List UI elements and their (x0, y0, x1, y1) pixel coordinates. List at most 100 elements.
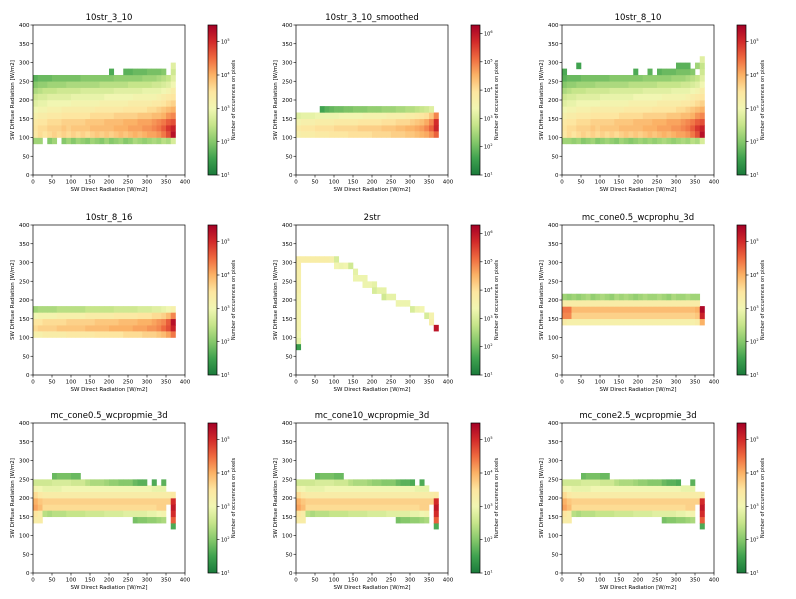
heatmap-cell (685, 106, 691, 113)
heatmap-cell (638, 118, 644, 126)
heatmap-cell (99, 81, 105, 88)
heatmap-cell (338, 491, 344, 499)
heatmap-cell (671, 479, 677, 486)
heatmap-cell (571, 485, 577, 492)
heatmap-cell (142, 131, 148, 138)
heatmap-cell (80, 74, 86, 82)
heatmap-cell (647, 510, 653, 518)
heatmap-cell (37, 124, 43, 132)
heatmap-cell (319, 479, 325, 486)
heatmap-cell (581, 87, 587, 94)
heatmap-cell (329, 491, 335, 499)
heatmap-cell (80, 87, 86, 94)
heatmap-cell (680, 485, 686, 492)
heatmap-cell (80, 112, 86, 120)
heatmap-cell (376, 485, 382, 492)
heatmap-cell (71, 124, 77, 132)
heatmap-cell (94, 93, 100, 101)
heatmap-cell (690, 68, 696, 76)
heatmap-cell (647, 124, 653, 132)
heatmap-cell (161, 498, 167, 505)
heatmap-cell (685, 87, 691, 94)
heatmap-cell (99, 510, 105, 518)
heatmap-cell (315, 510, 321, 518)
heatmap-cell (296, 331, 302, 338)
heatmap-cell (623, 300, 629, 307)
heatmap-cell (33, 491, 39, 499)
heatmap-cell (310, 504, 316, 511)
heatmap-cell (604, 118, 610, 126)
colorbar-label: Number of occurences on pixels (494, 59, 500, 140)
heatmap-cell (33, 498, 39, 505)
heatmap-cell (156, 306, 162, 313)
heatmap-cell (595, 118, 601, 126)
heatmap-cell (676, 510, 682, 518)
heatmap-cell (151, 93, 157, 101)
heatmap-cell (47, 331, 53, 338)
heatmap-cell (699, 106, 705, 113)
heatmap-cell (676, 293, 682, 301)
heatmap-cell (109, 87, 115, 94)
heatmap-cell (614, 131, 620, 138)
heatmap-cell (90, 331, 96, 338)
heatmap-cell (66, 472, 72, 480)
heatmap-cell (661, 498, 667, 505)
heatmap-cell (685, 312, 691, 320)
x-tick-label: 250 (386, 180, 397, 186)
heatmap-cell (142, 87, 148, 94)
colorbar-gradient (208, 423, 217, 573)
heatmap-cell (372, 485, 378, 492)
x-tick-label: 0 (294, 380, 298, 386)
heatmap-cell (166, 498, 172, 505)
heatmap-cell (690, 510, 696, 518)
heatmap-cell (170, 131, 176, 138)
y-tick-label: 400 (282, 421, 293, 427)
heatmap-cell (66, 100, 72, 107)
x-tick-label: 50 (578, 380, 585, 386)
heatmap-cell (113, 479, 119, 486)
heatmap-cell (571, 293, 577, 301)
heatmap-cell (405, 131, 411, 138)
colorbar-tick-label: 105 (221, 238, 230, 246)
heatmap-cell (367, 491, 373, 499)
heatmap-cell (56, 472, 62, 480)
heatmap-cell (609, 485, 615, 492)
heatmap-cell (75, 472, 81, 480)
heatmap-cell (690, 312, 696, 320)
heatmap-cell (123, 100, 129, 107)
colorbar-tick-label: 105 (750, 436, 759, 444)
heatmap-cell (128, 81, 134, 88)
heatmap-cell (37, 81, 43, 88)
heatmap-cell (75, 106, 81, 113)
heatmap-cell (37, 498, 43, 505)
heatmap-cell (638, 306, 644, 313)
heatmap-cell (47, 306, 53, 313)
heatmap-cell (609, 87, 615, 94)
heatmap-cell (433, 504, 439, 511)
heatmap-cell (566, 93, 572, 101)
heatmap-cell (600, 300, 606, 307)
heatmap-cell (56, 118, 62, 126)
heatmap-cell (642, 491, 648, 499)
heatmap-cell (566, 510, 572, 518)
heatmap-cell (66, 312, 72, 320)
heatmap-cell (338, 504, 344, 511)
heatmap-cell (348, 504, 354, 511)
heatmap-cell (151, 510, 157, 518)
heatmap-cell (296, 343, 302, 351)
heatmap-cell (113, 324, 119, 332)
y-tick-label: 50 (552, 154, 559, 160)
heatmap-cell (576, 131, 582, 138)
heatmap-cell (680, 81, 686, 88)
x-tick-label: 300 (405, 380, 416, 386)
heatmap-cell (296, 312, 302, 320)
heatmap-cell (75, 491, 81, 499)
heatmap-cell (47, 118, 53, 126)
colorbar-tick-label: 101 (221, 570, 230, 578)
heatmap-cell (113, 87, 119, 94)
y-axis-label: SW Diffuse Radiation [W/m2] (539, 458, 545, 538)
heatmap-cell (90, 124, 96, 132)
heatmap-cell (680, 93, 686, 101)
